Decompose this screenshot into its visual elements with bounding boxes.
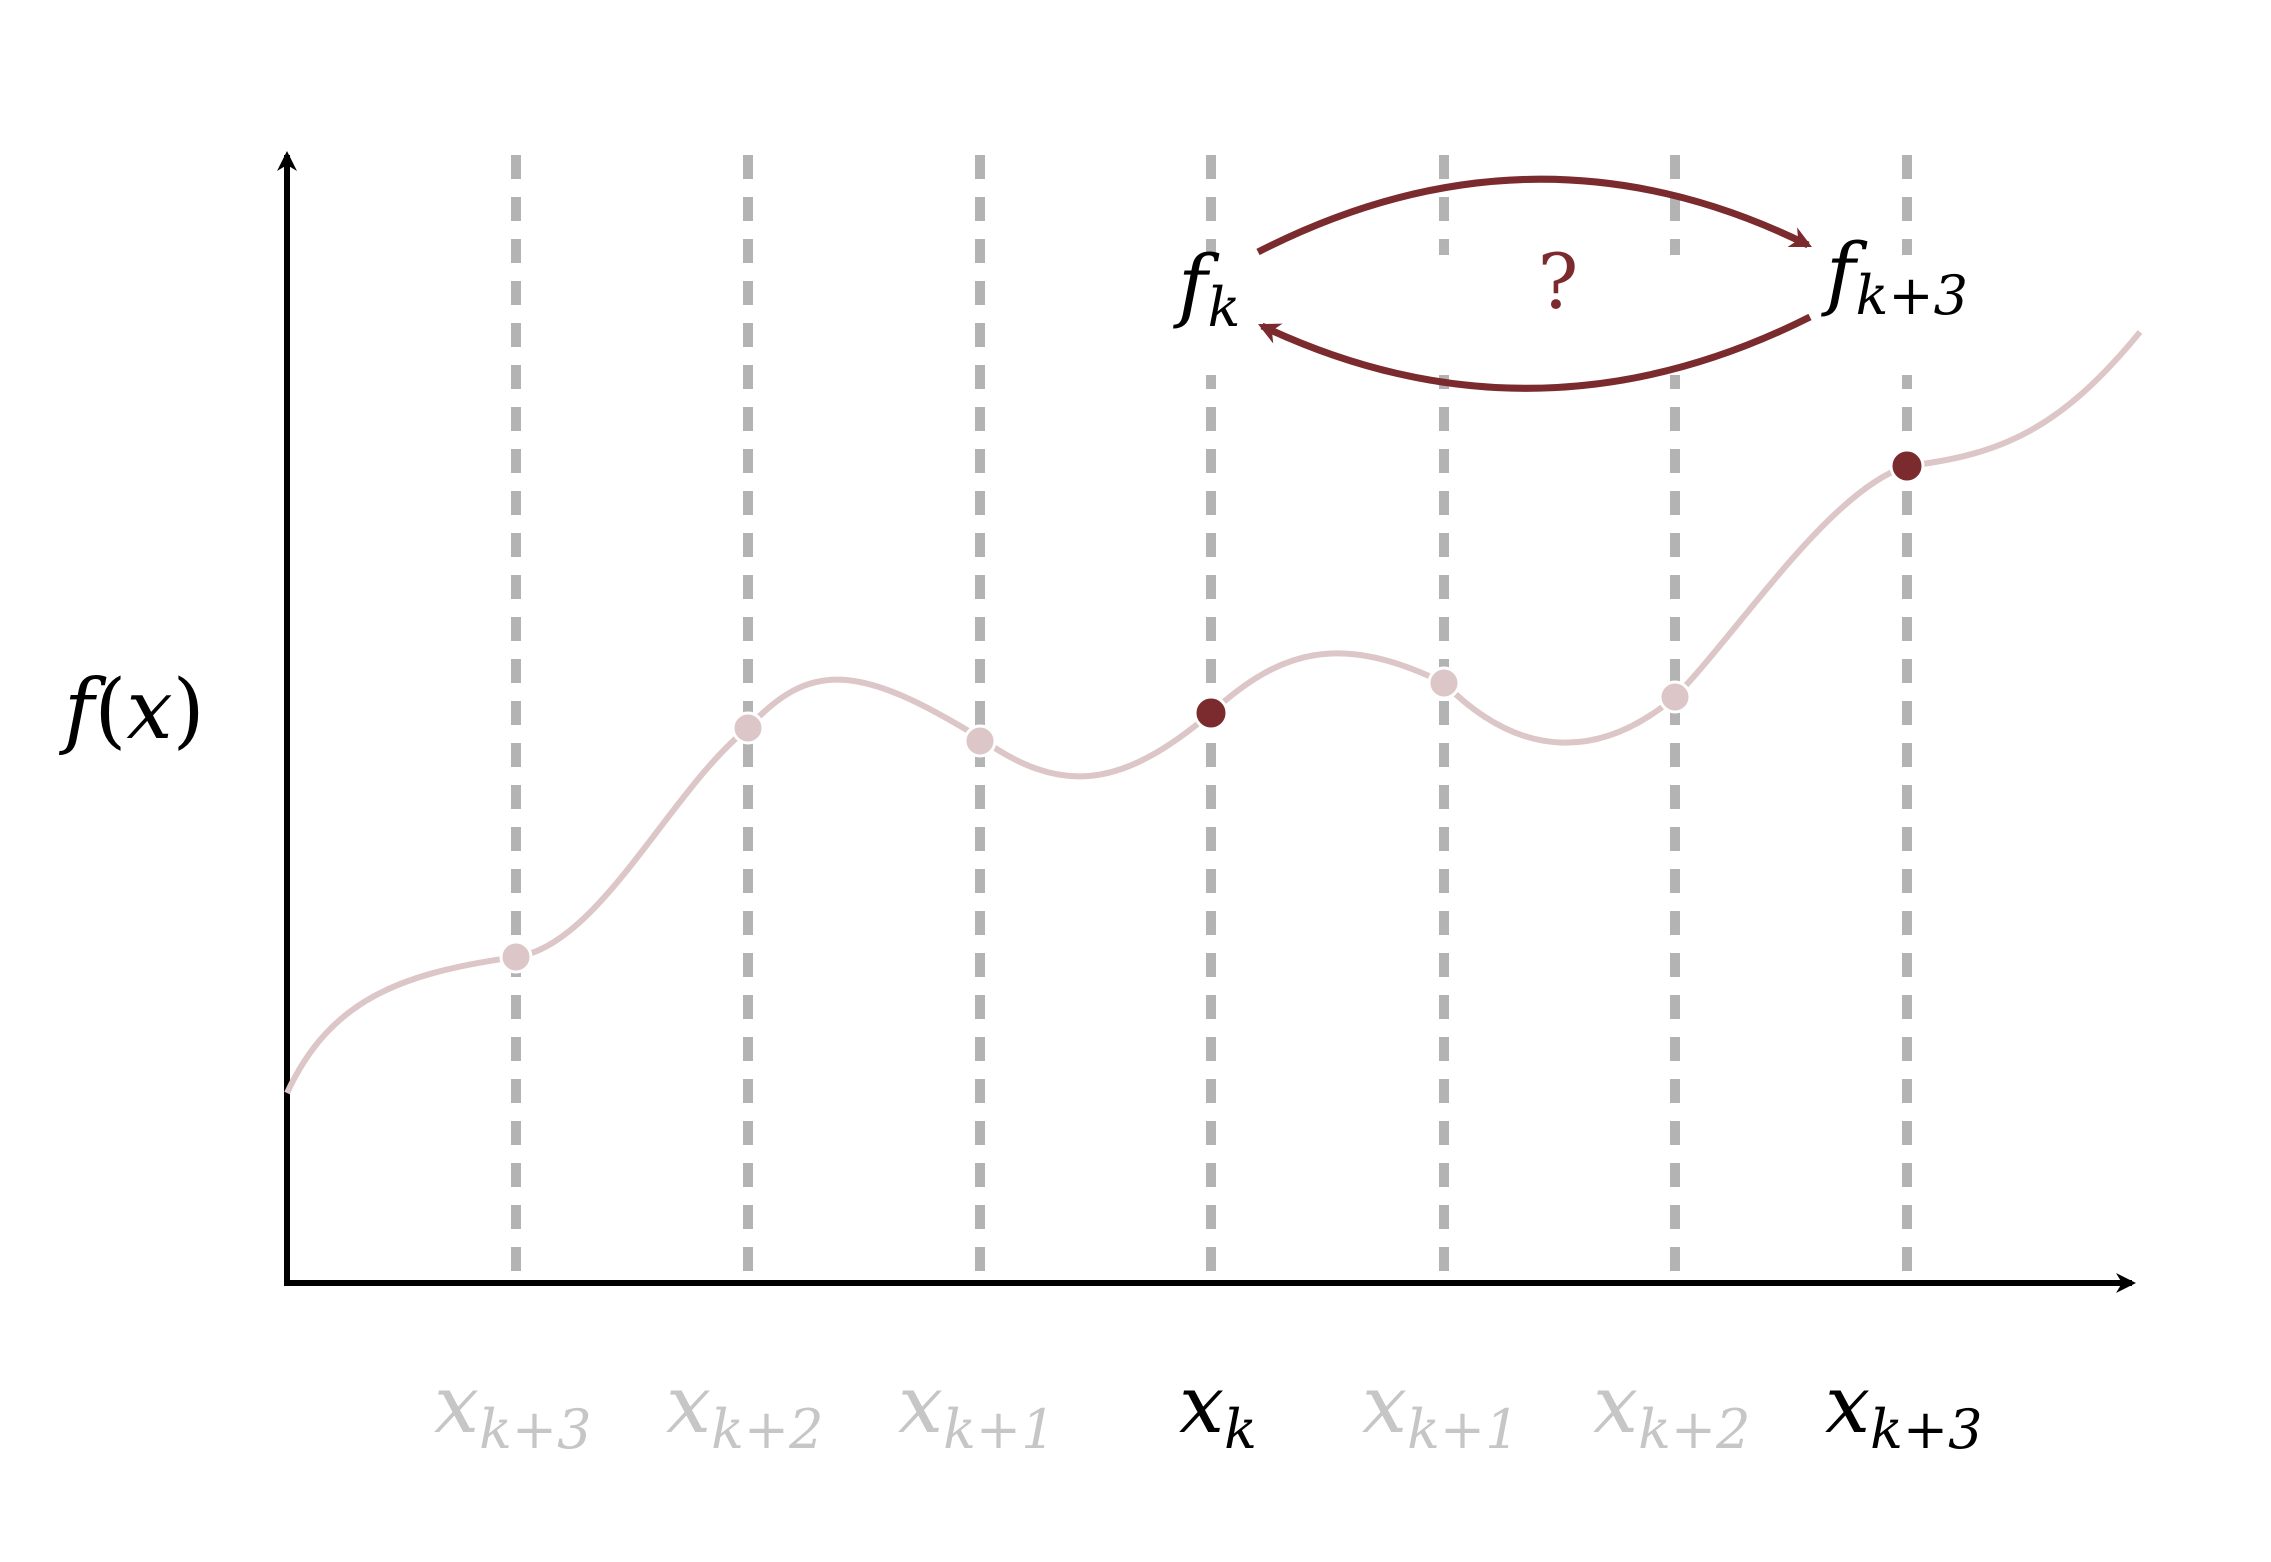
sample-point-3 — [963, 724, 997, 758]
sample-point-5 — [1427, 666, 1461, 700]
x-tick-label-5: xk+1 — [1362, 1358, 1519, 1461]
f-k-subscript: k — [1208, 276, 1241, 339]
x-tick-label-base: x — [898, 1358, 943, 1451]
sample-point-6 — [1658, 680, 1692, 714]
highlighted-point-7 — [1889, 448, 1925, 484]
x-tick-label-subscript: k+2 — [711, 1398, 823, 1461]
x-tick-label-2: xk+2 — [666, 1358, 823, 1461]
x-tick-label-subscript: k+2 — [1638, 1398, 1750, 1461]
y-axis-label-close-paren: ) — [173, 663, 205, 758]
sample-point-1 — [499, 940, 533, 974]
x-tick-label-subscript: k+1 — [943, 1398, 1055, 1461]
f-k-plus-3-subscript: k+3 — [1856, 264, 1968, 327]
y-axis-label-var: x — [126, 663, 172, 758]
backward-arrow — [1258, 313, 1812, 392]
x-tick-label-1: xk+3 — [434, 1358, 591, 1461]
sample-points — [499, 448, 1925, 974]
x-tick-label-7: xk+3 — [1825, 1358, 1982, 1461]
x-tick-label-subscript: k+3 — [1870, 1398, 1982, 1461]
f-k-plus-3-label: fk+3 — [1821, 226, 1968, 327]
forward-arrow-clean — [1256, 175, 1812, 256]
x-tick-label-base: x — [666, 1358, 711, 1451]
x-tick-label-base: x — [434, 1358, 479, 1451]
x-tick-label-base: x — [1362, 1358, 1407, 1451]
x-tick-labels: xk+3 xk+2 xk+1 xk xk+1 xk+2 xk+3 — [434, 1358, 1982, 1461]
highlighted-point-4 — [1193, 695, 1229, 731]
x-tick-label-base: x — [1179, 1358, 1224, 1451]
x-tick-label-3: xk+1 — [898, 1358, 1055, 1461]
y-axis-label-open-paren: ( — [94, 663, 126, 758]
label-backdrop — [1165, 255, 1995, 375]
x-tick-label-subscript: k — [1224, 1398, 1257, 1461]
x-tick-label-base: x — [1825, 1358, 1870, 1451]
sample-point-2 — [731, 711, 765, 745]
x-tick-label-subscript: k+1 — [1407, 1398, 1519, 1461]
y-axis-label: f(x) — [58, 663, 205, 758]
x-tick-label-base: x — [1593, 1358, 1638, 1451]
x-tick-label-4: xk — [1179, 1358, 1257, 1461]
question-mark: ? — [1538, 237, 1579, 326]
f-k-label: fk — [1173, 238, 1240, 339]
x-tick-label-subscript: k+3 — [479, 1398, 591, 1461]
x-tick-label-6: xk+2 — [1593, 1358, 1750, 1461]
